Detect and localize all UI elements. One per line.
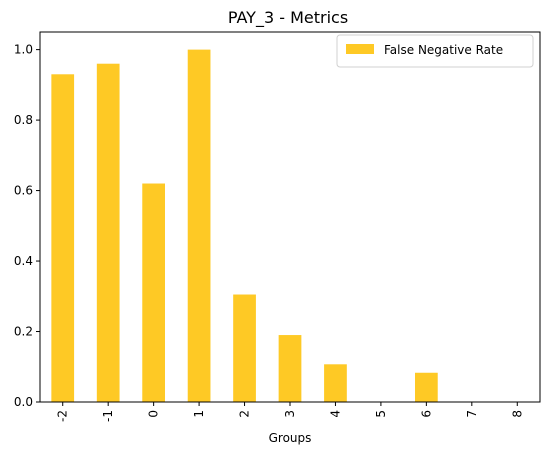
bar--1	[96, 63, 120, 403]
x-tick-label: 7	[465, 410, 479, 418]
bar-1	[187, 49, 211, 403]
x-tick-label: -2	[56, 410, 70, 422]
legend-swatch	[346, 44, 374, 54]
y-tick-label: 0.4	[14, 254, 33, 268]
bar-4	[324, 364, 347, 402]
x-tick-label: 3	[283, 410, 297, 418]
x-tick-label: 0	[147, 410, 161, 418]
y-tick-label: 1.0	[14, 43, 33, 57]
x-ticks-group: -2 -1 0 1 2 3 4 5 6 7 8	[56, 402, 524, 422]
x-tick-label: 8	[510, 410, 524, 418]
x-tick-label: 4	[328, 410, 342, 418]
legend-frame	[336, 34, 534, 68]
x-tick-label: -1	[101, 410, 115, 422]
x-tick-label: 1	[192, 410, 206, 418]
chart-title: PAY_3 - Metrics	[228, 8, 348, 28]
x-axis-label: Groups	[269, 431, 312, 445]
y-tick-label: 0.2	[14, 325, 33, 339]
x-tick-label: 5	[374, 410, 388, 418]
bar-6	[415, 372, 438, 402]
legend-label: False Negative Rate	[384, 43, 503, 57]
bars-group	[51, 49, 438, 403]
y-ticks-group: 0.0 0.2 0.4 0.6 0.8 1.0	[14, 43, 40, 409]
bar-3	[278, 335, 302, 402]
x-tick-label: 6	[419, 410, 433, 418]
legend: False Negative Rate	[336, 34, 534, 68]
bar--2	[51, 74, 75, 402]
y-tick-label: 0.6	[14, 184, 33, 198]
x-tick-label: 2	[238, 410, 252, 418]
bar-0	[142, 183, 165, 402]
y-tick-label: 0.0	[14, 395, 33, 409]
y-tick-label: 0.8	[14, 113, 33, 127]
bar-2	[233, 294, 256, 402]
